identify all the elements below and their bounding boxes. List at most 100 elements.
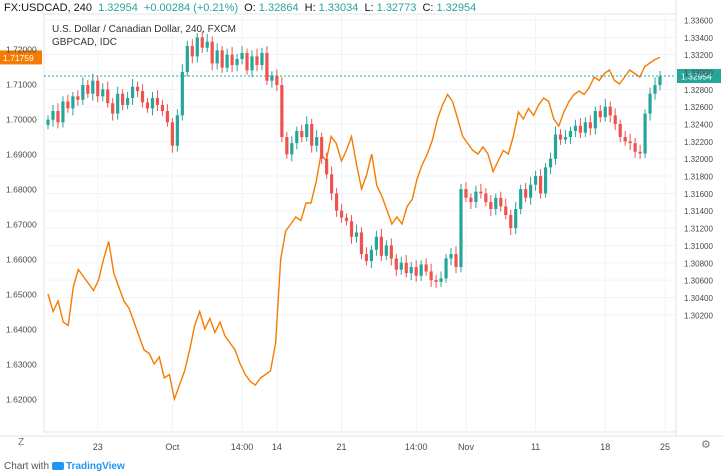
- candle: [404, 254, 408, 278]
- candle: [399, 256, 403, 275]
- candle-body: [578, 125, 582, 133]
- candle: [573, 119, 578, 138]
- candle-body: [519, 189, 523, 210]
- candle: [653, 77, 657, 100]
- candle-body: [334, 193, 339, 211]
- candle-body: [389, 245, 393, 259]
- candle: [265, 46, 269, 86]
- candle-body: [320, 137, 324, 159]
- candle: [409, 261, 413, 281]
- candle-body: [364, 254, 369, 262]
- candle: [618, 119, 622, 143]
- low-value: 1.32773: [376, 2, 417, 14]
- candle: [593, 106, 597, 135]
- candle-body: [126, 98, 130, 105]
- candle-body: [135, 86, 140, 92]
- candle-body: [210, 41, 214, 64]
- left-axis-tick-label: 1.71000: [6, 80, 37, 90]
- overlay-price-badge-label: 1.71759: [3, 53, 34, 63]
- candle-body: [265, 52, 269, 81]
- candle-body: [111, 103, 115, 114]
- candle: [339, 203, 344, 223]
- candle: [71, 91, 75, 116]
- candle-body: [529, 184, 533, 198]
- candle: [180, 64, 184, 121]
- candle: [160, 99, 165, 117]
- candle-body: [553, 134, 558, 159]
- symbol-label: FX:USDCAD, 240: [4, 2, 93, 14]
- candle: [91, 73, 95, 101]
- candle: [250, 50, 254, 78]
- candle-body: [429, 271, 433, 281]
- candle-body: [230, 54, 234, 66]
- candle-body: [608, 106, 612, 116]
- candle-body: [379, 236, 383, 256]
- candle: [205, 33, 209, 53]
- tradingview-logo-icon: [52, 462, 65, 471]
- candle-body: [359, 232, 364, 255]
- candle: [145, 98, 150, 113]
- attribution[interactable]: Chart with TradingView: [4, 461, 125, 472]
- candle: [200, 31, 204, 53]
- candle: [116, 86, 120, 120]
- candle: [135, 81, 140, 98]
- x-axis-tick-label: 11: [531, 442, 540, 452]
- candle-body: [344, 217, 349, 222]
- candle: [633, 137, 637, 158]
- candle: [459, 183, 463, 273]
- candle: [563, 130, 568, 144]
- candle-body: [543, 167, 548, 194]
- candle-body: [653, 85, 657, 94]
- candle-body: [514, 209, 518, 229]
- candle: [519, 184, 523, 215]
- current-price-badge: [677, 69, 721, 84]
- candle-body: [439, 278, 443, 282]
- candle-body: [489, 202, 493, 210]
- candle: [479, 183, 483, 199]
- candle: [76, 90, 80, 106]
- candle: [578, 117, 582, 138]
- candle: [330, 166, 334, 201]
- candle-body: [603, 106, 607, 118]
- right-axis-tick-label: 1.30800: [684, 259, 713, 268]
- candle-body: [399, 262, 403, 270]
- candle: [255, 48, 259, 72]
- candle-body: [623, 137, 627, 142]
- candle-body: [524, 189, 528, 198]
- candle-body: [414, 267, 418, 276]
- candle-body: [538, 176, 543, 194]
- candle-body: [354, 232, 359, 237]
- candle: [548, 152, 553, 175]
- candle: [86, 79, 90, 99]
- left-axis-tick-label: 1.64000: [6, 325, 37, 335]
- candle-body: [295, 130, 299, 144]
- candle-body: [504, 206, 508, 216]
- zoom-reset-button[interactable]: Z: [18, 437, 25, 448]
- x-axis-tick-label: 14:00: [231, 442, 254, 452]
- candle-body: [618, 124, 622, 138]
- candle: [195, 33, 199, 63]
- candle: [51, 104, 55, 127]
- candle-body: [509, 215, 513, 229]
- candle: [344, 213, 349, 226]
- candle-body: [275, 75, 279, 86]
- gear-icon[interactable]: ⚙: [701, 439, 711, 451]
- candle: [628, 133, 632, 151]
- chart-axes: 1.33600 1.33400 1.33200 1.33000 1.32800 1.326…: [0, 0, 724, 452]
- candle: [175, 109, 179, 152]
- close-value: 1.32954: [436, 2, 477, 14]
- right-axis-tick-label: 1.31800: [684, 173, 713, 182]
- candle: [489, 195, 493, 216]
- candle: [96, 76, 100, 103]
- legend-header: FX:USDCAD, 240 1.32954 +0.00284 (+0.21%)…: [4, 2, 479, 14]
- candle-body: [469, 197, 473, 203]
- left-axis-tick-label: 1.69000: [6, 150, 37, 160]
- candle: [185, 40, 189, 77]
- price-change: +0.00284 (+0.21%): [143, 2, 239, 14]
- candle-body: [534, 176, 538, 185]
- candle: [300, 124, 304, 143]
- candle: [66, 94, 70, 113]
- candle: [439, 271, 443, 288]
- left-axis-tick-label: 1.72000: [6, 45, 37, 55]
